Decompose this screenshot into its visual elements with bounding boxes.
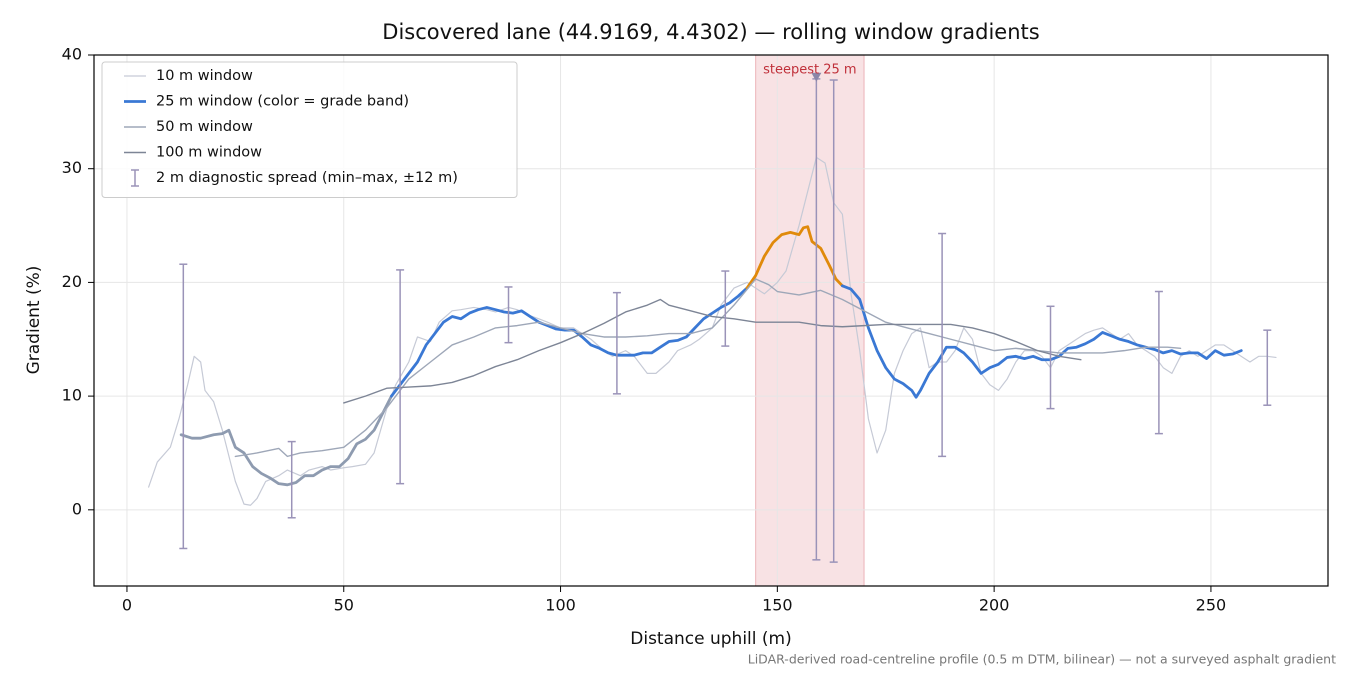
x-tick-label: 0 [122, 596, 132, 615]
legend-label: 50 m window [156, 119, 253, 135]
legend-label: 25 m window (color = grade band) [156, 94, 409, 110]
plot-frame [93, 54, 1329, 587]
x-tick-label: 100 [545, 596, 576, 615]
footnote: LiDAR-derived road-centreline profile (0… [748, 652, 1336, 667]
legend: 10 m window 25 m window (color = grade ba… [101, 61, 518, 198]
y-tick-label: 40 [62, 45, 82, 64]
legend-label: 2 m diagnostic spread (min–max, ±12 m) [156, 170, 458, 186]
steepest-marker [811, 72, 822, 82]
series-line [234, 278, 1182, 458]
x-axis-label: Distance uphill (m) [630, 629, 791, 649]
x-tick-label: 50 [334, 596, 354, 615]
series-line [840, 284, 1243, 399]
highlight-band [755, 54, 865, 587]
legend-box [101, 61, 518, 198]
x-tick-label: 150 [762, 596, 793, 615]
highlight-label: steepest 25 m [763, 63, 856, 78]
x-tick-label: 250 [1196, 596, 1227, 615]
legend-label: 100 m window [156, 145, 262, 161]
y-tick-label: 20 [62, 272, 82, 291]
y-tick-label: 10 [62, 386, 82, 405]
legend-label: 10 m window [156, 68, 253, 84]
chart-title: Discovered lane (44.9169, 4.4302) — roll… [382, 20, 1039, 44]
y-axis-label: Gradient (%) [24, 266, 44, 375]
y-tick-label: 0 [72, 499, 82, 518]
series-line [745, 225, 844, 290]
y-tick-label: 30 [62, 158, 82, 177]
series-line [343, 298, 1082, 404]
x-tick-label: 200 [979, 596, 1010, 615]
series-line [179, 394, 393, 487]
